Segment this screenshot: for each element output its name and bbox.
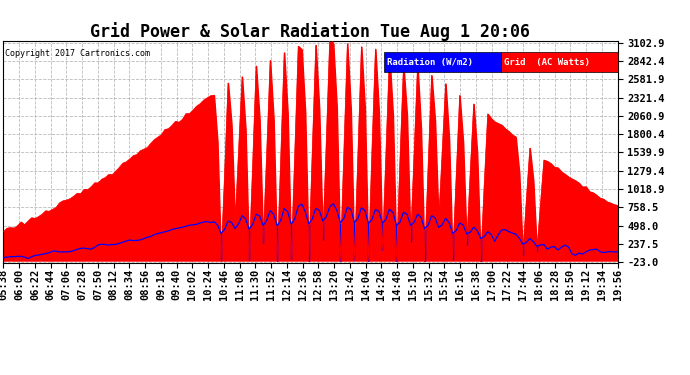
Title: Grid Power & Solar Radiation Tue Aug 1 20:06: Grid Power & Solar Radiation Tue Aug 1 2… bbox=[90, 22, 531, 41]
Text: Copyright 2017 Cartronics.com: Copyright 2017 Cartronics.com bbox=[5, 49, 150, 58]
Text: Grid  (AC Watts): Grid (AC Watts) bbox=[504, 58, 590, 67]
Text: Radiation (W/m2): Radiation (W/m2) bbox=[387, 58, 473, 67]
FancyBboxPatch shape bbox=[501, 53, 618, 72]
FancyBboxPatch shape bbox=[384, 53, 501, 72]
